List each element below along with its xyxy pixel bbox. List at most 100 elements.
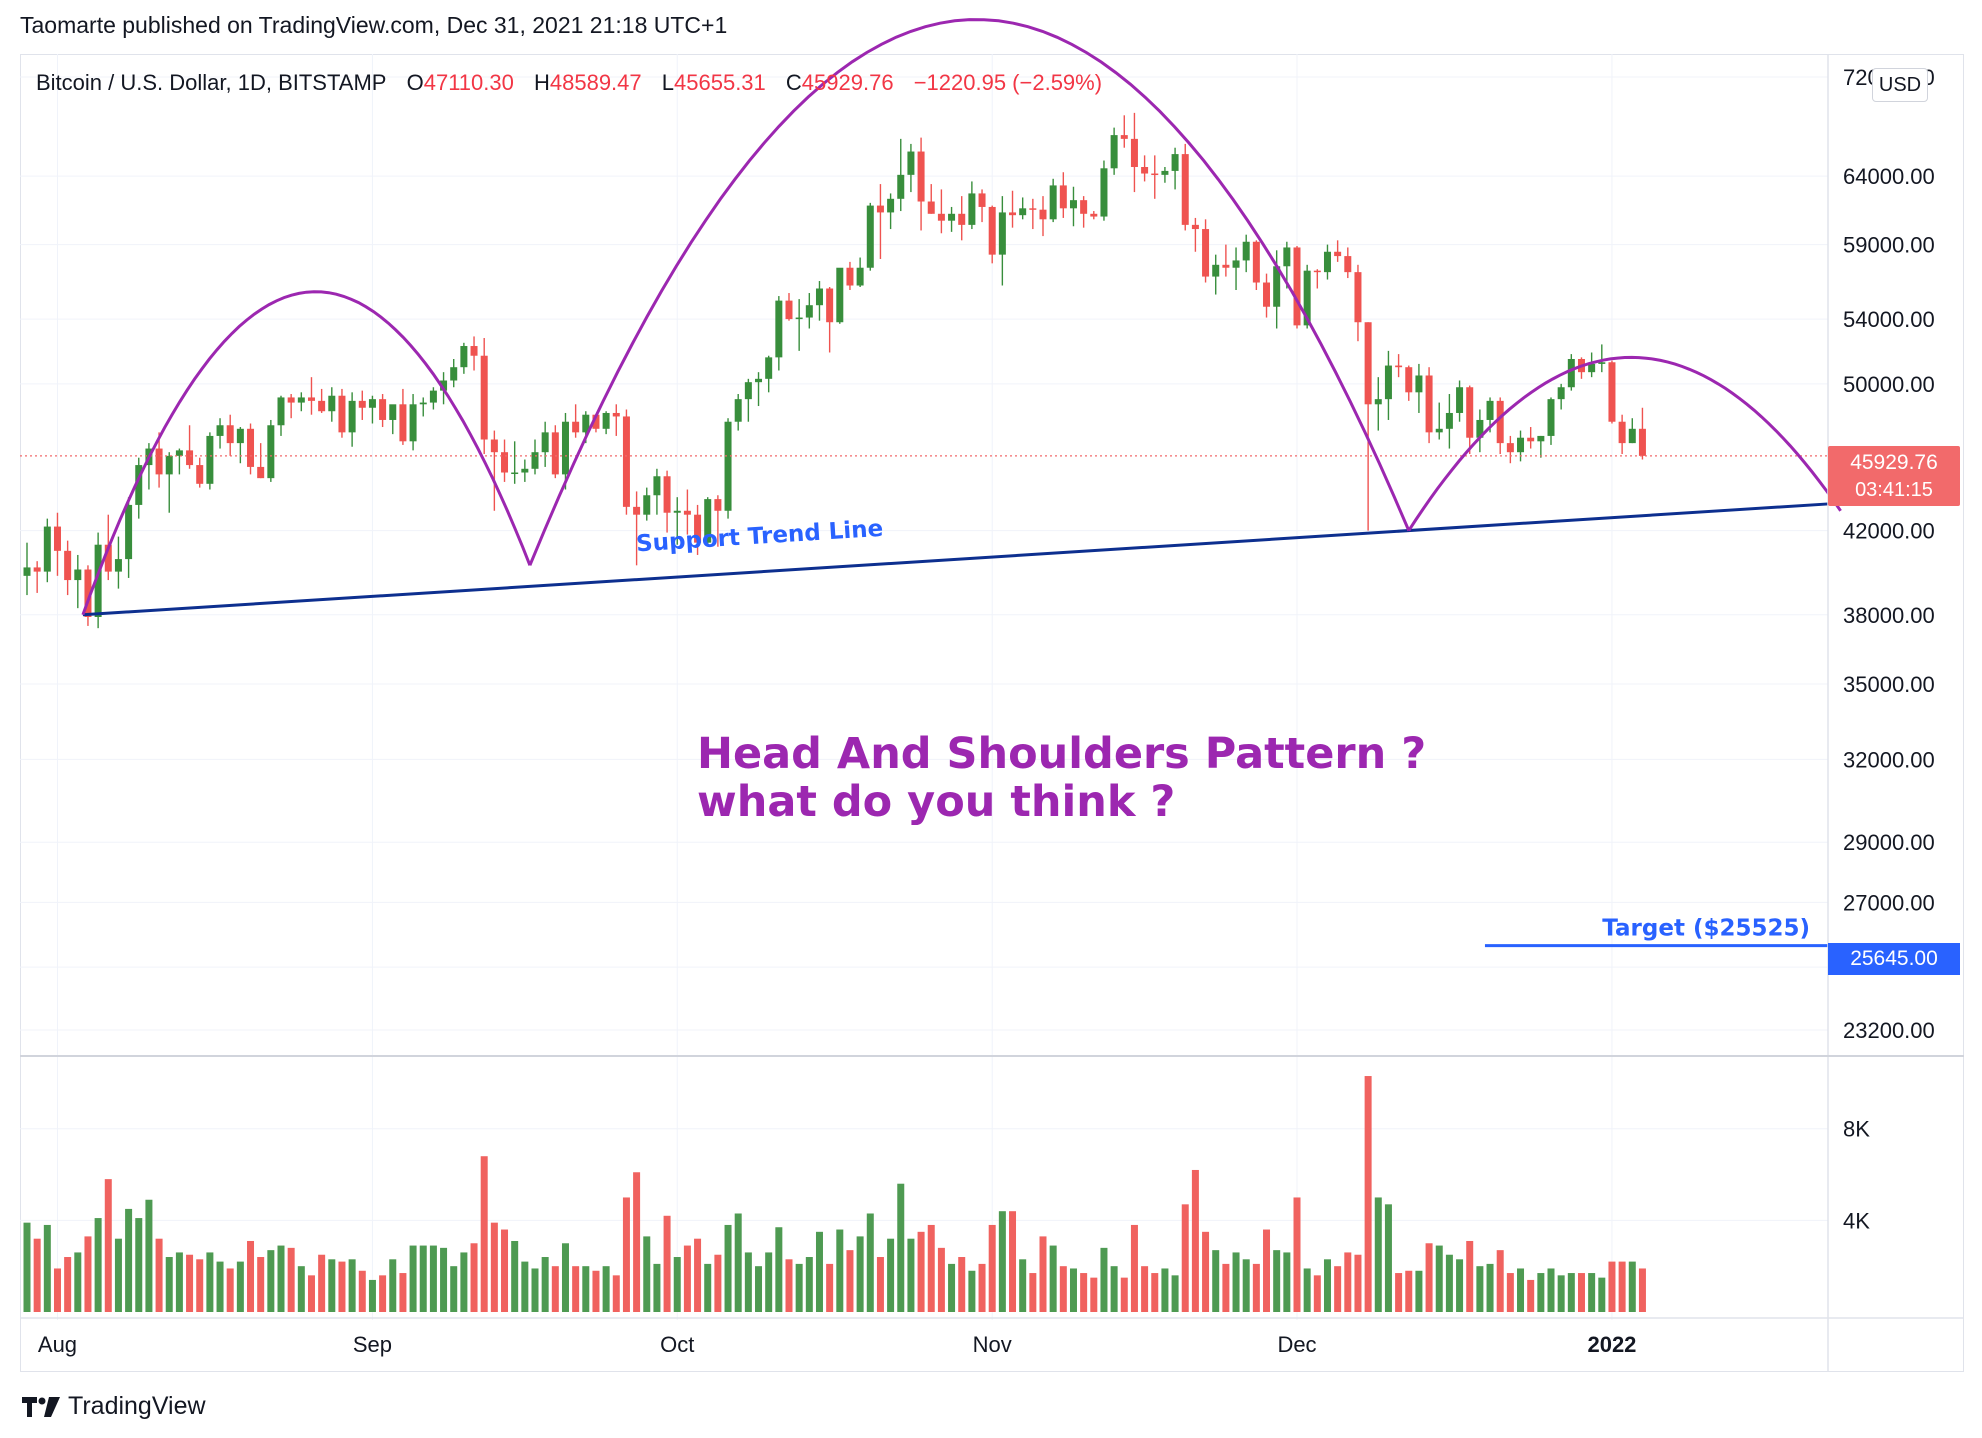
candle-body	[1506, 443, 1514, 453]
candle-body	[1130, 138, 1138, 168]
candle-body	[419, 402, 427, 405]
candle-body	[714, 499, 722, 511]
volume-bar	[1547, 1268, 1555, 1312]
candle-body	[501, 452, 509, 473]
candle-body	[1141, 167, 1149, 174]
volume-bar	[216, 1261, 224, 1312]
candle-body	[490, 439, 498, 453]
last-price-tag: 45929.76 03:41:15	[1828, 446, 1960, 506]
volume-bar	[541, 1257, 549, 1312]
publisher-line: Taomarte published on TradingView.com, D…	[20, 12, 728, 38]
volume-bar	[1577, 1273, 1585, 1312]
volume-bar	[521, 1261, 529, 1312]
volume-bar	[1090, 1277, 1098, 1312]
candle-body	[1364, 322, 1372, 405]
candle-body	[572, 421, 580, 433]
candle-body	[1456, 387, 1464, 413]
volume-bar	[23, 1222, 31, 1312]
volume-bar	[1537, 1273, 1545, 1312]
candle-body	[328, 395, 336, 412]
candle-body	[937, 213, 945, 221]
volume-bar	[765, 1252, 773, 1312]
tradingview-logo-icon	[22, 1396, 60, 1417]
volume-bar	[33, 1238, 41, 1312]
candle-body	[1181, 154, 1189, 225]
candle-body	[1283, 247, 1291, 267]
volume-bar	[602, 1266, 610, 1312]
candle-body	[114, 559, 122, 572]
x-tick-label: 2022	[1587, 1332, 1636, 1357]
candle-body	[622, 416, 630, 507]
candle-body	[1263, 282, 1271, 307]
y-tick-label: 64000.00	[1843, 164, 1935, 189]
candle-body	[125, 504, 133, 560]
volume-bar	[1405, 1270, 1413, 1312]
candle-body	[1384, 365, 1392, 400]
candle-body	[379, 399, 387, 420]
volume-bar	[1374, 1197, 1382, 1312]
candle-body	[1120, 135, 1128, 139]
volume-bar	[226, 1268, 234, 1312]
close-label: C	[785, 70, 802, 95]
volume-bar	[988, 1224, 996, 1312]
volume-bar	[1334, 1266, 1342, 1312]
volume-bar	[1202, 1231, 1210, 1312]
volume-bar	[1598, 1277, 1606, 1312]
volume-bar	[1242, 1259, 1250, 1312]
candle-body	[978, 193, 986, 207]
volume-bar	[368, 1279, 376, 1312]
volume-bar	[490, 1222, 498, 1312]
candle-body	[247, 428, 255, 467]
candlesticks	[23, 112, 1646, 629]
volume-bar	[1263, 1229, 1271, 1312]
volume-bar	[1009, 1211, 1017, 1312]
volume-bar	[1161, 1268, 1169, 1312]
candle-body	[1476, 419, 1484, 438]
volume-bar	[622, 1197, 630, 1312]
candle-body	[175, 450, 183, 456]
volume-bar	[206, 1252, 214, 1312]
volume-bar	[480, 1156, 488, 1312]
candle-body	[887, 198, 895, 213]
volume-bar	[866, 1213, 874, 1312]
currency-button[interactable]: USD	[1872, 68, 1928, 102]
volume-bar	[135, 1218, 143, 1312]
candle-body	[846, 267, 854, 286]
low-label: L	[661, 70, 675, 95]
candle-body	[551, 432, 559, 475]
volume-bar	[1222, 1263, 1230, 1312]
candle-body	[897, 174, 905, 199]
volume-bar	[236, 1261, 244, 1312]
candle-body	[683, 510, 691, 515]
volume-bar	[1466, 1240, 1474, 1312]
candle-body	[1090, 213, 1098, 217]
candle-body	[196, 465, 204, 484]
candle-body	[1242, 241, 1250, 261]
candle-body	[348, 400, 356, 433]
volume-bar	[683, 1245, 691, 1312]
volume-bar	[297, 1266, 305, 1312]
candle-body	[1313, 270, 1321, 273]
candle-body	[633, 506, 641, 515]
target-label: Target ($25525)	[1602, 916, 1810, 942]
volume-bar	[958, 1257, 966, 1312]
candle-body	[216, 425, 224, 436]
candle-body	[694, 514, 702, 543]
candle-body	[440, 380, 448, 391]
candle-body	[531, 452, 539, 469]
x-tick-label: Aug	[38, 1332, 77, 1357]
candle-body	[74, 569, 82, 581]
candle-body	[1628, 428, 1636, 444]
volume-bar	[328, 1259, 336, 1312]
candle-body	[663, 476, 671, 513]
candle-body	[927, 201, 935, 214]
volume-bar	[338, 1261, 346, 1312]
candle-body	[1273, 266, 1281, 307]
volume-bar	[318, 1254, 326, 1312]
volume-bar	[1273, 1250, 1281, 1312]
volume-bar	[1425, 1243, 1433, 1312]
open-value: 47110.30	[423, 70, 514, 95]
candle-body	[1567, 358, 1575, 388]
volume-bar	[196, 1259, 204, 1312]
